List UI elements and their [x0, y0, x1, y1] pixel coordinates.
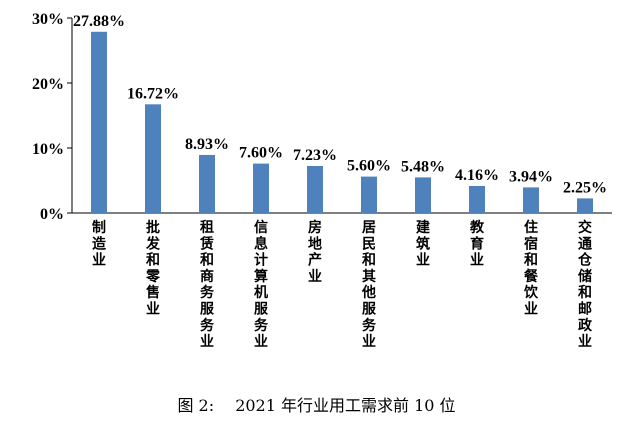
bar-value-label: 5.48% [401, 158, 445, 175]
y-tick-label: 20% [32, 76, 64, 93]
category-label: 信息计算机服务业 [254, 219, 269, 350]
data-labels: 27.88% 16.72% 8.93% 7.60% 7.23% 5.60% 5.48% 4.1… [73, 13, 607, 197]
bar-chart: 0% 10% 20% 30% 27.88% 16.72% 8.93% 7.60% 7.23% 5… [32, 11, 612, 350]
y-tick-label: 0% [40, 206, 64, 223]
bar [361, 176, 377, 213]
bar [577, 198, 593, 213]
category-label: 房地产业 [308, 219, 322, 285]
category-label: 租赁和商务服务业 [199, 219, 215, 350]
bar-value-label: 7.60% [239, 145, 283, 162]
y-axis: 0% 10% 20% 30% [32, 11, 612, 223]
bar-value-label: 7.23% [293, 147, 337, 164]
bar-value-label: 4.16% [455, 167, 499, 184]
bar [91, 31, 107, 214]
bar-value-label: 27.88% [73, 13, 125, 30]
bar [145, 104, 161, 213]
category-label: 交通仓储和邮政业 [577, 219, 593, 350]
y-tick-label: 10% [32, 141, 64, 158]
category-label: 住宿和餐饮业 [523, 219, 539, 318]
bar-value-label: 16.72% [127, 85, 179, 102]
bar [523, 187, 539, 213]
bar-value-label: 8.93% [185, 136, 229, 153]
y-tick-label: 30% [32, 11, 64, 28]
category-label: 教育业 [470, 219, 485, 269]
figure-caption: 图 2: 2021 年行业用工需求前 10 位 [177, 396, 456, 415]
category-label: 制造业 [92, 219, 106, 269]
category-labels: 制造业 批发和零售业 租赁和商务服务业 信息计算机服务业 房地产业 居民和其他服务业 建筑业… [92, 219, 593, 350]
bar [253, 163, 269, 213]
bar-value-label: 5.60% [347, 158, 391, 175]
category-label: 居民和其他服务业 [361, 220, 377, 350]
bar-value-label: 3.94% [509, 168, 553, 185]
bar [469, 185, 485, 213]
category-label: 建筑业 [416, 219, 430, 269]
bar [307, 166, 323, 213]
bar-value-label: 2.25% [563, 179, 607, 196]
bars [91, 31, 593, 214]
bar [415, 177, 431, 213]
bar [199, 154, 215, 213]
category-label: 批发和零售业 [145, 219, 161, 318]
